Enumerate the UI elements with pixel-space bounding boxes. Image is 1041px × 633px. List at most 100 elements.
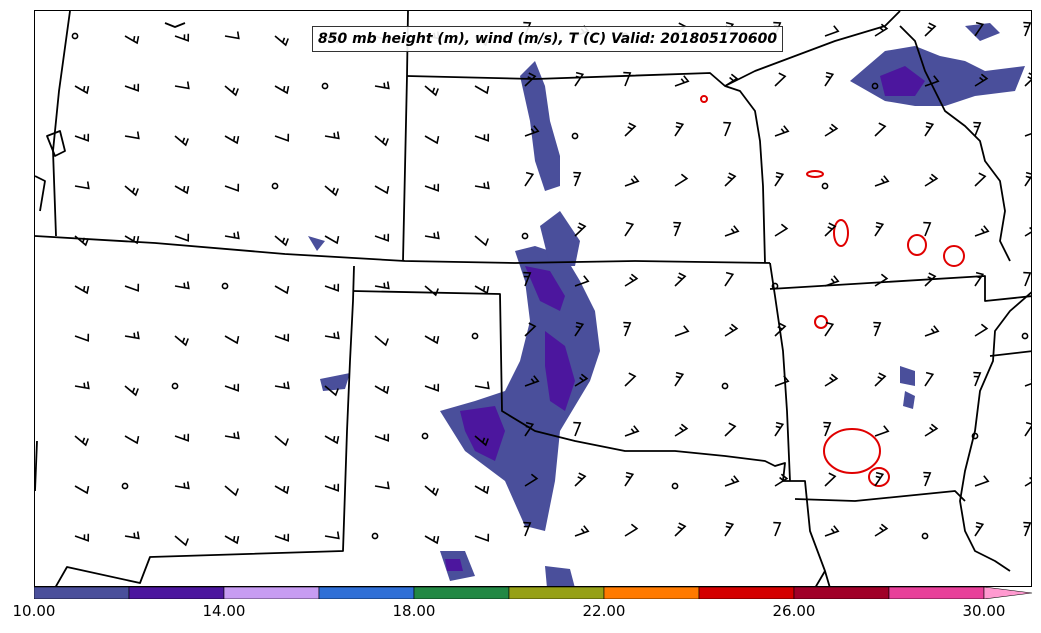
wind-barb: [174, 81, 190, 90]
wind-barb: [624, 425, 640, 437]
calm-wind-circle: [671, 482, 679, 490]
wind-barb: [674, 522, 687, 537]
wind-barb: [524, 72, 537, 87]
wind-barb: [1024, 72, 1031, 87]
wind-barb: [723, 121, 732, 137]
colorbar: [34, 587, 1033, 599]
map-title: 850 mb height (m), wind (m/s), T (C) Val…: [312, 26, 784, 52]
wind-barb: [274, 485, 290, 495]
wind-barb: [924, 173, 939, 187]
wind-barb: [474, 85, 490, 95]
wind-barb: [674, 75, 690, 87]
wind-barb: [574, 222, 587, 237]
calm-wind-circle: [321, 82, 329, 90]
wind-barb: [624, 471, 635, 487]
wind-barb: [824, 275, 840, 287]
colorbar-segment: [793, 587, 890, 599]
wind-barb: [124, 131, 140, 140]
temperature-contours: [700, 95, 965, 487]
wind-barb: [1023, 21, 1031, 37]
wind-barb: [174, 281, 190, 290]
calm-wind-circle: [371, 532, 379, 540]
wind-barb: [873, 321, 882, 337]
wind-barb: [374, 185, 390, 195]
wind-barb: [724, 323, 739, 337]
wind-barb: [924, 75, 940, 87]
wind-barb: [424, 231, 440, 240]
wind-barb: [674, 371, 685, 387]
wind-barb: [174, 535, 189, 547]
wind-barb: [124, 331, 140, 340]
wind-barb: [274, 533, 290, 542]
calm-wind-circle: [771, 282, 779, 290]
wind-barb: [174, 33, 190, 42]
wind-barb: [124, 531, 140, 540]
wind-barb: [74, 85, 90, 95]
wind-barb: [524, 421, 535, 437]
wind-barb: [973, 371, 982, 387]
wind-barb: [74, 533, 90, 542]
temperature-shading: [308, 23, 1025, 586]
wind-barb: [774, 125, 790, 137]
wind-barb: [424, 383, 440, 392]
wind-barb: [474, 285, 490, 295]
wind-barb: [474, 181, 490, 190]
wind-barb: [924, 371, 935, 387]
wind-barb: [724, 271, 735, 287]
wind-barb: [274, 381, 290, 390]
wind-barb: [224, 485, 239, 497]
wind-barb: [674, 423, 689, 437]
colorbar-extend-arrow: [983, 587, 1033, 599]
wind-barb: [324, 483, 340, 492]
wind-barb: [774, 322, 787, 337]
wind-barb: [324, 531, 340, 540]
wind-barb: [824, 71, 835, 87]
wind-barb: [674, 325, 690, 337]
wind-barb: [524, 375, 540, 387]
wind-barb: [174, 135, 189, 147]
wind-barb: [874, 23, 889, 37]
wind-barb: [74, 235, 89, 247]
wind-barb: [174, 481, 190, 490]
wind-barb: [1024, 132, 1031, 137]
wind-barb: [174, 433, 190, 442]
calm-wind-circle: [921, 532, 929, 540]
wind-barb: [624, 175, 640, 187]
wind-barb: [824, 525, 840, 537]
wind-barb: [574, 71, 585, 87]
calm-wind-circle: [721, 382, 729, 390]
wind-barb: [124, 385, 139, 397]
wind-barb: [124, 235, 140, 245]
wind-barb: [824, 123, 839, 137]
colorbar-segment: [318, 587, 415, 599]
wind-barb: [74, 435, 89, 447]
wind-barb: [824, 321, 835, 337]
wind-barb: [124, 35, 140, 45]
wind-barb: [1024, 474, 1031, 487]
calm-wind-circle: [871, 82, 879, 90]
wind-barb: [374, 481, 390, 490]
wind-barb: [374, 281, 390, 290]
wind-barb: [274, 85, 290, 95]
wind-barb: [174, 233, 190, 242]
wind-barb: [974, 271, 985, 287]
calm-wind-circle: [1021, 332, 1029, 340]
wind-barb: [324, 283, 340, 292]
calm-wind-circle: [71, 32, 79, 40]
wind-barb: [474, 435, 489, 447]
colorbar-segment: [698, 587, 795, 599]
wind-barb: [674, 272, 687, 287]
wind-barb: [674, 173, 689, 187]
colorbar-segment: [413, 587, 510, 599]
wind-barb: [924, 121, 935, 137]
wind-barb: [1023, 521, 1031, 537]
wind-barb: [774, 421, 785, 437]
wind-barb: [574, 275, 590, 287]
wind-barb: [224, 183, 240, 192]
wind-barb: [74, 133, 90, 142]
wind-barb: [774, 223, 789, 237]
wind-barb: [924, 22, 937, 37]
wind-barb: [724, 172, 737, 187]
wind-barb: [74, 333, 90, 342]
calm-wind-circle: [121, 482, 129, 490]
